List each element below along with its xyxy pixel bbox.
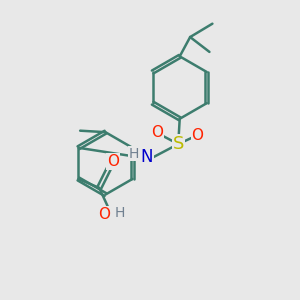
Text: N: N [140,148,153,166]
Text: H: H [128,147,139,160]
Text: S: S [172,135,184,153]
Text: O: O [151,125,163,140]
Text: O: O [192,128,204,142]
Text: O: O [98,207,110,222]
Text: O: O [107,154,119,169]
Text: H: H [114,206,124,220]
